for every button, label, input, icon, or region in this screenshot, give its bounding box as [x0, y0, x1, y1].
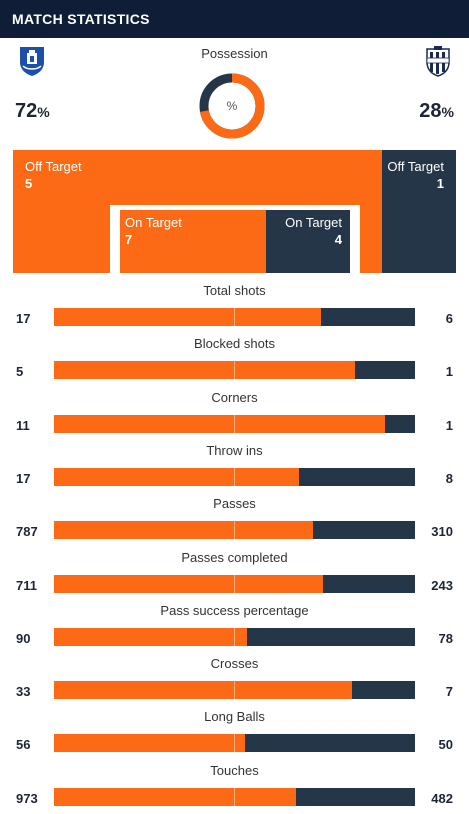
possession-donut — [199, 73, 265, 139]
home-on-target-box: On Target 7 — [120, 210, 266, 273]
home-possession-value: 72 — [15, 100, 38, 122]
stat-home-value: 5 — [16, 364, 24, 380]
stat-bar — [54, 681, 415, 700]
stat-bar — [54, 734, 415, 753]
stat-away-value: 243 — [431, 577, 453, 593]
shots-panel: Off Target 5 Off Target 1 On Target 7 On… — [13, 150, 456, 273]
stat-label: Throw ins — [206, 442, 263, 458]
stat-away-value: 310 — [431, 524, 453, 540]
stat-bar — [54, 787, 415, 806]
possession-center-label: % — [226, 99, 238, 113]
stat-bar — [54, 361, 415, 380]
stat-label: Touches — [210, 762, 259, 778]
stat-away-value: 7 — [445, 684, 453, 700]
stat-bar-home — [54, 467, 300, 486]
stat-label: Corners — [211, 389, 258, 405]
stat-bar-home — [54, 574, 323, 593]
stat-bar-home — [54, 681, 352, 700]
stat-bar-home — [54, 361, 356, 380]
home-possession-unit: % — [37, 104, 50, 120]
stat-label: Total shots — [203, 283, 266, 298]
stat-home-value: 56 — [16, 737, 31, 753]
match-statistics-header: MATCH STATISTICS — [0, 0, 469, 38]
stat-away-value: 1 — [445, 364, 453, 380]
stat-bar-home — [54, 308, 322, 326]
stat-bar-home — [54, 734, 245, 753]
away-possession-value: 28 — [419, 100, 442, 122]
stat-bar-midline — [234, 361, 235, 380]
away-possession-unit: % — [441, 104, 454, 120]
stat-away-value: 1 — [445, 417, 453, 433]
away-possession: 28% — [419, 100, 454, 123]
stat-bar — [54, 574, 415, 593]
header-title: MATCH STATISTICS — [12, 11, 150, 27]
everton-crest-icon — [15, 44, 49, 78]
stat-bar-midline — [234, 308, 235, 326]
away-on-target-box: On Target 4 — [266, 210, 350, 273]
stat-bar — [54, 414, 415, 433]
home-on-target-value: 7 — [125, 232, 133, 247]
stat-label: Passes — [213, 496, 256, 512]
stat-bar-midline — [234, 521, 235, 540]
stat-home-value: 17 — [16, 470, 31, 486]
stat-label: Crosses — [210, 656, 259, 672]
stat-away-value: 482 — [431, 790, 453, 806]
stat-away-value: 78 — [438, 630, 453, 646]
stat-bar — [54, 467, 415, 486]
away-off-target-label: Off Target — [387, 159, 444, 174]
away-off-target-box: Off Target 1 — [382, 150, 456, 273]
away-off-target-value: 1 — [436, 176, 444, 191]
home-off-target-label: Off Target — [25, 159, 82, 174]
stat-bar-midline — [234, 574, 235, 593]
stat-bar-midline — [234, 681, 235, 700]
stat-home-value: 711 — [16, 577, 37, 593]
stat-bar-home — [54, 787, 296, 806]
stat-label: Long Balls — [204, 709, 265, 725]
home-possession: 72% — [15, 100, 50, 123]
stat-bar-midline — [234, 414, 235, 433]
away-on-target-value: 4 — [334, 232, 342, 247]
stat-bar-home — [54, 414, 386, 433]
west-brom-crest-icon — [421, 44, 455, 78]
stat-bar — [54, 521, 415, 540]
stat-bar — [54, 627, 415, 646]
stat-away-value: 8 — [445, 470, 453, 486]
stat-home-value: 17 — [16, 311, 31, 326]
stat-bar-home — [54, 521, 313, 540]
away-on-target-label: On Target — [285, 215, 342, 230]
stat-home-value: 33 — [16, 684, 31, 700]
stat-home-value: 973 — [16, 790, 38, 806]
stat-bar — [54, 308, 415, 326]
stat-label: Pass success percentage — [160, 602, 309, 618]
stat-home-value: 11 — [16, 417, 30, 433]
home-on-target-label: On Target — [125, 215, 182, 230]
stat-home-value: 90 — [16, 630, 31, 646]
stat-bar-midline — [234, 734, 235, 753]
stat-label: Blocked shots — [194, 336, 275, 352]
stat-bar-midline — [234, 787, 235, 806]
stat-label: Passes completed — [181, 549, 288, 565]
stat-home-value: 787 — [16, 524, 38, 540]
home-off-target-value: 5 — [25, 176, 33, 191]
stat-bar-midline — [234, 467, 235, 486]
stat-away-value: 50 — [438, 737, 453, 753]
home-possession-arc — [199, 73, 265, 139]
stat-away-value: 6 — [445, 311, 453, 326]
stat-bar-midline — [234, 627, 235, 646]
stat-bar-home — [54, 627, 248, 646]
possession-label: Possession — [201, 46, 268, 61]
